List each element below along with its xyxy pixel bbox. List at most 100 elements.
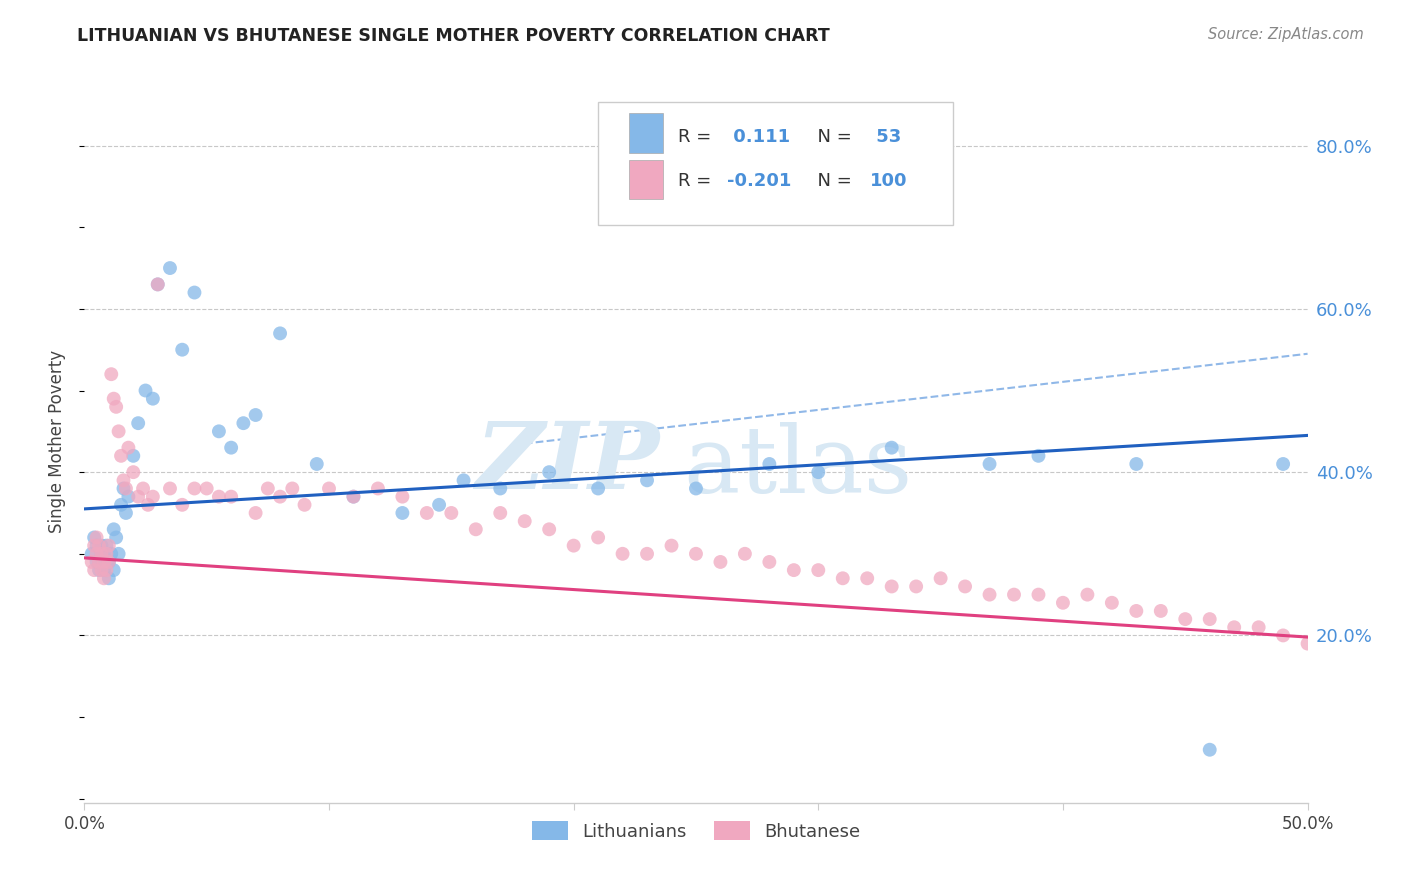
Point [538, 522, 561, 536]
Point [586, 482, 609, 496]
Point [172, 343, 194, 357]
Point [880, 579, 903, 593]
Point [416, 506, 439, 520]
Point [127, 416, 149, 430]
Point [1223, 620, 1246, 634]
Point [1125, 457, 1147, 471]
Point [758, 457, 780, 471]
Bar [628, 160, 664, 200]
Point [880, 441, 903, 455]
Point [117, 490, 139, 504]
Point [1028, 449, 1050, 463]
Point [146, 277, 169, 292]
Point [929, 571, 952, 585]
Point [685, 482, 707, 496]
Point [112, 473, 135, 487]
Point [612, 547, 634, 561]
Point [172, 498, 194, 512]
Point [807, 563, 830, 577]
Point [342, 490, 364, 504]
Point [856, 571, 879, 585]
Point [105, 531, 128, 545]
Point [1320, 637, 1343, 651]
Point [132, 482, 155, 496]
Point [96, 539, 118, 553]
Point [86, 547, 108, 561]
Point [100, 367, 122, 381]
Point [117, 441, 139, 455]
Point [1076, 588, 1098, 602]
Text: LITHUANIAN VS BHUTANESE SINGLE MOTHER POVERTY CORRELATION CHART: LITHUANIAN VS BHUTANESE SINGLE MOTHER PO… [77, 27, 830, 45]
Point [93, 563, 115, 577]
Point [112, 482, 135, 496]
Point [127, 490, 149, 504]
Point [80, 547, 103, 561]
Point [783, 563, 806, 577]
Point [685, 547, 707, 561]
Point [586, 531, 609, 545]
Point [305, 457, 328, 471]
Point [97, 555, 120, 569]
Point [87, 555, 110, 569]
Point [245, 506, 267, 520]
Point [269, 490, 291, 504]
Text: -0.201: -0.201 [727, 172, 792, 190]
Bar [628, 112, 664, 153]
Point [1002, 588, 1025, 602]
Point [245, 408, 267, 422]
Point [219, 490, 242, 504]
Point [538, 465, 561, 479]
Text: 53: 53 [870, 128, 901, 145]
Point [1198, 612, 1220, 626]
Point [1296, 637, 1319, 651]
Point [115, 506, 138, 520]
Text: N =: N = [806, 172, 858, 190]
Point [513, 514, 536, 528]
Point [86, 555, 108, 569]
Point [440, 506, 463, 520]
Point [905, 579, 928, 593]
Point [464, 522, 486, 536]
Point [1198, 743, 1220, 757]
Point [183, 285, 205, 300]
Point [87, 563, 110, 577]
Text: 100: 100 [870, 172, 907, 190]
Point [734, 547, 756, 561]
Point [146, 277, 169, 292]
Point [142, 490, 165, 504]
Point [453, 473, 475, 487]
Point [136, 498, 159, 512]
Point [103, 563, 125, 577]
Point [953, 579, 976, 593]
Point [90, 539, 112, 553]
Point [807, 465, 830, 479]
Point [97, 539, 120, 553]
Point [294, 498, 316, 512]
Point [562, 539, 585, 553]
Point [1346, 653, 1368, 667]
Point [219, 441, 242, 455]
Point [86, 531, 108, 545]
Point [195, 482, 218, 496]
Point [110, 498, 132, 512]
Point [93, 555, 115, 569]
Point [636, 473, 658, 487]
FancyBboxPatch shape [598, 102, 953, 225]
Point [208, 425, 231, 439]
Point [391, 490, 413, 504]
Point [1272, 457, 1295, 471]
Text: atlas: atlas [683, 422, 912, 512]
Point [489, 482, 512, 496]
Point [269, 326, 291, 341]
Text: 0.111: 0.111 [727, 128, 790, 145]
Point [90, 547, 112, 561]
Point [135, 384, 157, 398]
Point [342, 490, 364, 504]
Point [427, 498, 450, 512]
Point [105, 400, 128, 414]
Text: N =: N = [806, 128, 858, 145]
Legend: Lithuanians, Bhutanese: Lithuanians, Bhutanese [524, 814, 868, 848]
Point [1101, 596, 1123, 610]
Point [1395, 669, 1406, 683]
Point [159, 482, 181, 496]
